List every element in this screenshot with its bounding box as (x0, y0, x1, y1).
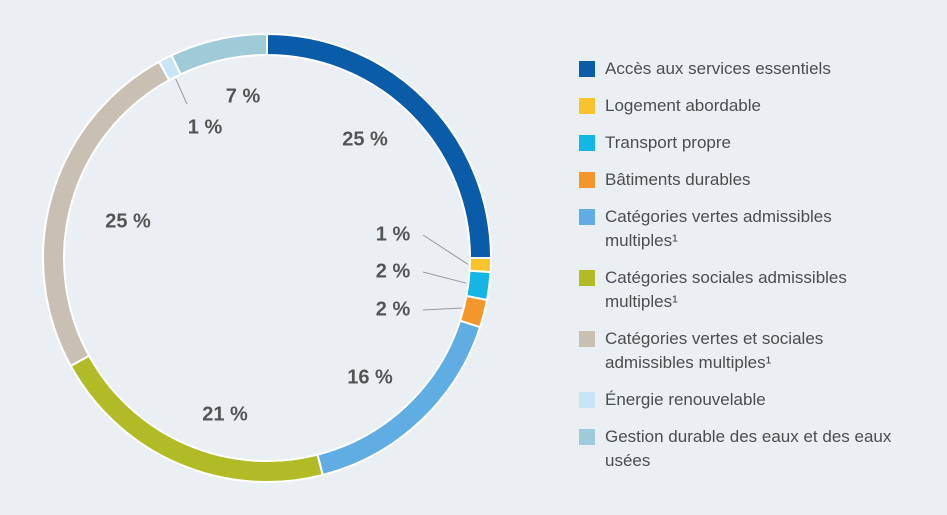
legend-item: Catégories vertes et sociales admissible… (579, 327, 909, 375)
legend-item: Bâtiments durables (579, 168, 909, 192)
legend-item: Énergie renouvelable (579, 388, 909, 412)
legend-label: Énergie renouvelable (605, 390, 766, 409)
legend-item: Catégories sociales admissibles multiple… (579, 266, 909, 314)
legend-swatch (579, 429, 595, 445)
legend-label: Catégories vertes admissibles multiples¹ (605, 207, 832, 250)
legend-item: Transport propre (579, 131, 909, 155)
data-label: 1 % (376, 223, 411, 245)
data-label: 16 % (347, 366, 393, 388)
legend-swatch (579, 392, 595, 408)
legend-swatch (579, 61, 595, 77)
donut-slice (465, 269, 492, 302)
donut-slice (170, 32, 268, 76)
leader-line (422, 307, 462, 311)
data-label: 25 % (342, 128, 388, 150)
legend-item: Catégories vertes admissibles multiples¹ (579, 205, 909, 253)
data-label: 21 % (202, 403, 248, 425)
legend-swatch (579, 172, 595, 188)
legend-label: Transport propre (605, 133, 731, 152)
leader-line (175, 78, 188, 105)
data-label: 1 % (188, 116, 223, 138)
legend-item: Gestion durable des eaux et des eaux usé… (579, 425, 909, 473)
legend-item: Accès aux services essentiels (579, 57, 909, 81)
legend-swatch (579, 135, 595, 151)
legend-label: Catégories vertes et sociales admissible… (605, 329, 824, 372)
legend-label: Logement abordable (605, 96, 761, 115)
legend-swatch (579, 98, 595, 114)
legend: Accès aux services essentiels Logement ab… (579, 57, 909, 473)
legend-label: Accès aux services essentiels (605, 59, 831, 78)
legend-label: Gestion durable des eaux et des eaux usé… (605, 427, 892, 470)
donut-slice (316, 319, 482, 477)
leader-line (422, 234, 469, 265)
data-label: 25 % (105, 210, 151, 232)
data-label: 2 % (376, 298, 411, 320)
legend-swatch (579, 331, 595, 347)
legend-label: Catégories sociales admissibles multiple… (605, 268, 847, 311)
donut-slice (69, 354, 324, 483)
legend-swatch (579, 270, 595, 286)
data-label: 7 % (226, 85, 261, 107)
legend-label: Bâtiments durables (605, 170, 751, 189)
data-label: 2 % (376, 260, 411, 282)
legend-item: Logement abordable (579, 94, 909, 118)
leader-line (422, 271, 467, 284)
legend-swatch (579, 209, 595, 225)
